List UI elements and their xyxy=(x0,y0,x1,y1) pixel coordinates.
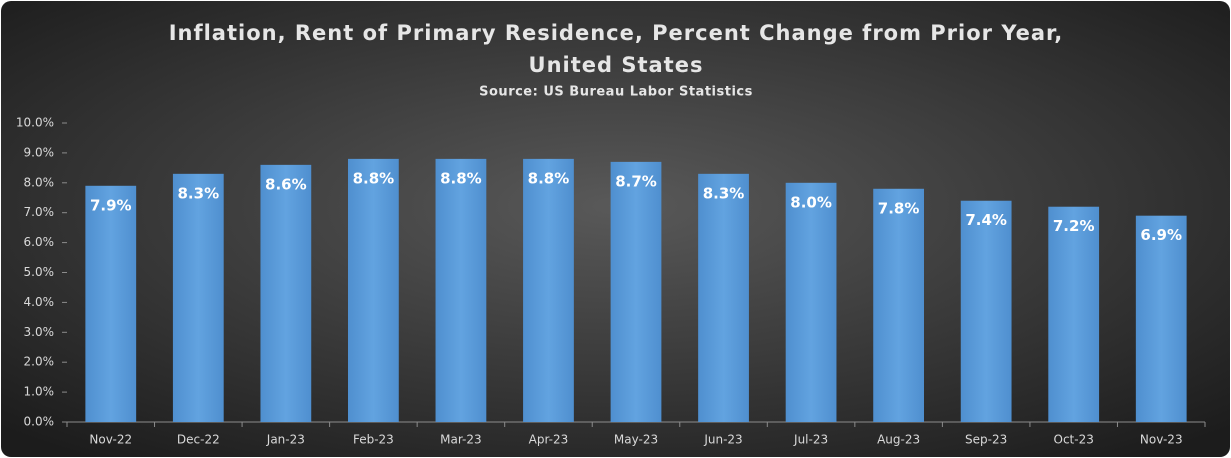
bar xyxy=(260,164,312,423)
x-tick-label: Nov-22 xyxy=(89,433,132,447)
x-tick-label: Mar-23 xyxy=(440,433,481,447)
bar xyxy=(435,158,487,422)
value-label: 8.8% xyxy=(353,169,395,187)
value-label: 7.8% xyxy=(878,199,920,217)
x-tick-label: May-23 xyxy=(614,433,658,447)
value-label: 8.6% xyxy=(265,175,307,193)
x-tick-label: Jul-23 xyxy=(793,433,828,447)
y-tick-label: 3.0% xyxy=(24,325,55,339)
x-tick-label: Sep-23 xyxy=(965,433,1007,447)
value-label: 8.7% xyxy=(615,172,657,190)
bar xyxy=(172,173,224,422)
y-tick-label: 5.0% xyxy=(24,265,55,279)
value-label: 8.3% xyxy=(703,184,745,202)
bar xyxy=(1048,206,1100,422)
y-tick-label: 6.0% xyxy=(24,235,55,249)
x-tick-label: Dec-22 xyxy=(177,433,220,447)
x-tick-label: Aug-23 xyxy=(877,433,920,447)
x-tick-label: Apr-23 xyxy=(529,433,569,447)
x-tick-label: Feb-23 xyxy=(353,433,394,447)
x-tick-label: Jan-23 xyxy=(266,433,305,447)
value-label: 8.8% xyxy=(528,169,570,187)
bar xyxy=(610,161,662,422)
value-label: 8.0% xyxy=(790,193,832,211)
value-label: 7.9% xyxy=(90,196,132,214)
x-tick-label: Nov-23 xyxy=(1140,433,1183,447)
value-label: 7.4% xyxy=(965,211,1007,229)
y-tick-label: 10.0% xyxy=(16,116,54,130)
x-tick-label: Jun-23 xyxy=(703,433,742,447)
chart-title: Inflation, Rent of Primary Residence, Pe… xyxy=(169,21,1064,45)
bar xyxy=(85,185,137,422)
bar xyxy=(698,173,749,422)
value-label: 7.2% xyxy=(1053,217,1095,235)
chart-title: United States xyxy=(529,53,704,77)
y-tick-label: 2.0% xyxy=(24,355,55,369)
y-tick-label: 7.0% xyxy=(24,205,55,219)
bar xyxy=(785,182,837,422)
bar xyxy=(347,158,399,422)
value-label: 6.9% xyxy=(1140,226,1182,244)
value-label: 8.3% xyxy=(178,184,220,202)
bar xyxy=(523,158,574,422)
y-tick-label: 9.0% xyxy=(24,145,55,159)
value-label: 8.8% xyxy=(440,169,482,187)
y-tick-label: 4.0% xyxy=(24,295,55,309)
bar xyxy=(1135,215,1187,422)
x-tick-label: Oct-23 xyxy=(1054,433,1094,447)
y-tick-label: 1.0% xyxy=(24,385,55,399)
y-tick-label: 8.0% xyxy=(24,175,55,189)
bar xyxy=(873,188,925,422)
y-tick-label: 0.0% xyxy=(24,415,55,429)
chart-subtitle: Source: US Bureau Labor Statistics xyxy=(479,85,753,100)
bar xyxy=(960,200,1012,422)
